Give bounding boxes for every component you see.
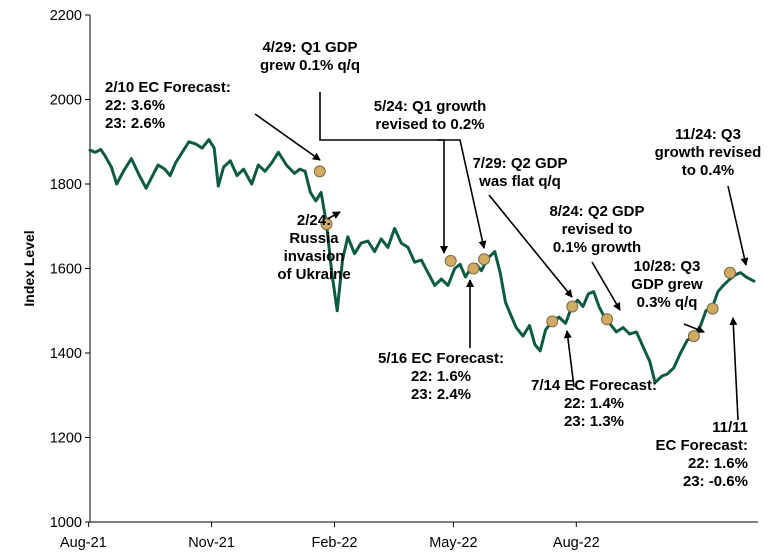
annotation-line: 5/16 EC Forecast: bbox=[378, 350, 504, 367]
annotation-arrow bbox=[727, 185, 749, 266]
annotation-arrow bbox=[729, 317, 739, 421]
annotation-line: to 0.4% bbox=[682, 162, 735, 179]
annotation-line: 10/28: Q3 bbox=[634, 258, 701, 275]
annotation-line: GDP grew bbox=[631, 276, 703, 293]
annotation-line: revised to bbox=[562, 221, 633, 238]
x-tick-label: Nov-21 bbox=[188, 535, 235, 551]
annotation-line: of Ukraine bbox=[277, 266, 350, 283]
annotation-line: 4/29: Q1 GDP bbox=[262, 39, 357, 56]
annotation-arrow bbox=[683, 323, 705, 334]
y-tick-label: 2200 bbox=[50, 8, 82, 24]
series-layer bbox=[88, 138, 756, 385]
annotation-line: was flat q/q bbox=[478, 173, 561, 190]
event-marker bbox=[723, 266, 736, 279]
annotation-line: 2/10 EC Forecast: bbox=[105, 79, 231, 96]
event-marker bbox=[467, 262, 480, 275]
annotation-line: 8/24: Q2 GDP bbox=[549, 203, 644, 220]
event-marker bbox=[601, 313, 614, 326]
x-tick-label: Aug-22 bbox=[553, 535, 600, 551]
annotation-line: 23: -0.6% bbox=[683, 473, 748, 490]
annotation-arrows bbox=[254, 92, 749, 421]
annotation-line: 11/24: Q3 bbox=[675, 126, 741, 143]
x-tick-label: Aug-21 bbox=[60, 535, 107, 551]
y-tick-label: 1800 bbox=[50, 177, 82, 193]
x-tick-label: May-22 bbox=[429, 535, 477, 551]
x-tick-label: Feb-22 bbox=[312, 535, 358, 551]
y-tick-label: 1000 bbox=[50, 515, 82, 531]
annotation-line: 5/24: Q1 growth bbox=[374, 98, 487, 115]
annotation-label: 8/24: Q2 GDP revised to 0.1% growth bbox=[549, 203, 644, 256]
annotation-arrow bbox=[437, 139, 487, 249]
annotation-line: 11/11 bbox=[712, 419, 748, 436]
annotation-line: 23: 1.3% bbox=[564, 413, 624, 430]
annotation-line: 2/24: bbox=[297, 212, 331, 229]
annotation-label: 7/29: Q2 GDP was flat q/q bbox=[472, 155, 567, 190]
event-marker bbox=[706, 302, 719, 315]
event-marker bbox=[313, 165, 326, 178]
y-tick-label: 1400 bbox=[50, 346, 82, 362]
annotation-label: 10/28: Q3 GDP grew 0.3% q/q bbox=[631, 258, 703, 311]
annotation-arrow bbox=[488, 194, 573, 298]
annotation-label: 11/11 EC Forecast: 22: 1.6% 23: -0.6% bbox=[655, 419, 748, 490]
annotation-label: 5/16 EC Forecast: 22: 1.6% 23: 2.4% bbox=[378, 350, 504, 403]
axes: 1000 1200 1400 1600 1800 2000 2200 Aug-21 Nov-21… bbox=[21, 8, 758, 551]
annotation-line: 22: 1.4% bbox=[564, 395, 624, 412]
event-marker bbox=[444, 254, 457, 267]
annotation-arrow bbox=[254, 113, 321, 161]
event-marker bbox=[546, 315, 559, 328]
annotation-label: 5/24: Q1 growth revised to 0.2% bbox=[374, 98, 487, 133]
annotation-line: invasion bbox=[284, 248, 345, 265]
annotation-arrow bbox=[563, 330, 575, 388]
annotation-line: 0.3% q/q bbox=[637, 294, 698, 311]
event-marker bbox=[687, 330, 700, 343]
annotation-line: EC Forecast: bbox=[655, 437, 748, 454]
event-marker bbox=[320, 218, 333, 231]
annotation-line: grew 0.1% q/q bbox=[260, 57, 360, 74]
annotation-label: 4/29: Q1 GDP grew 0.1% q/q bbox=[260, 39, 360, 74]
annotation-label: 2/24: Russia invasion of Ukraine bbox=[277, 212, 350, 283]
annotation-layer: 2/10 EC Forecast: 22: 3.6% 23: 2.6% 4/29: Q… bbox=[105, 39, 761, 490]
annotation-line: revised to 0.2% bbox=[375, 116, 484, 133]
annotation-line: 22: 1.6% bbox=[411, 368, 471, 385]
annotation-line: growth revised bbox=[655, 144, 762, 161]
event-marker bbox=[566, 300, 579, 313]
annotation-line: 7/14 EC Forecast: bbox=[531, 377, 657, 394]
annotation-label: 2/10 EC Forecast: 22: 3.6% 23: 2.6% bbox=[105, 79, 231, 132]
event-markers bbox=[313, 165, 736, 343]
annotation-arrow bbox=[591, 261, 621, 311]
index-level-line bbox=[88, 138, 756, 385]
annotation-label: 11/24: Q3 growth revised to 0.4% bbox=[655, 126, 762, 179]
annotation-line: 22: 1.6% bbox=[688, 455, 748, 472]
annotation-line: 7/29: Q2 GDP bbox=[472, 155, 567, 172]
annotation-line: 22: 3.6% bbox=[105, 97, 165, 114]
annotation-arrow bbox=[319, 92, 448, 254]
event-marker bbox=[478, 253, 491, 266]
annotation-label: 7/14 EC Forecast: 22: 1.4% 23: 1.3% bbox=[531, 377, 657, 430]
annotation-line: 23: 2.6% bbox=[105, 115, 165, 132]
annotation-line: Russia bbox=[289, 230, 339, 247]
y-tick-label: 2000 bbox=[50, 93, 82, 109]
y-tick-label: 1200 bbox=[50, 431, 82, 447]
y-tick-label: 1600 bbox=[50, 262, 82, 278]
annotation-line: 23: 2.4% bbox=[411, 386, 471, 403]
annotation-line: 0.1% growth bbox=[553, 239, 641, 256]
y-axis-label: Index Level bbox=[21, 230, 37, 306]
